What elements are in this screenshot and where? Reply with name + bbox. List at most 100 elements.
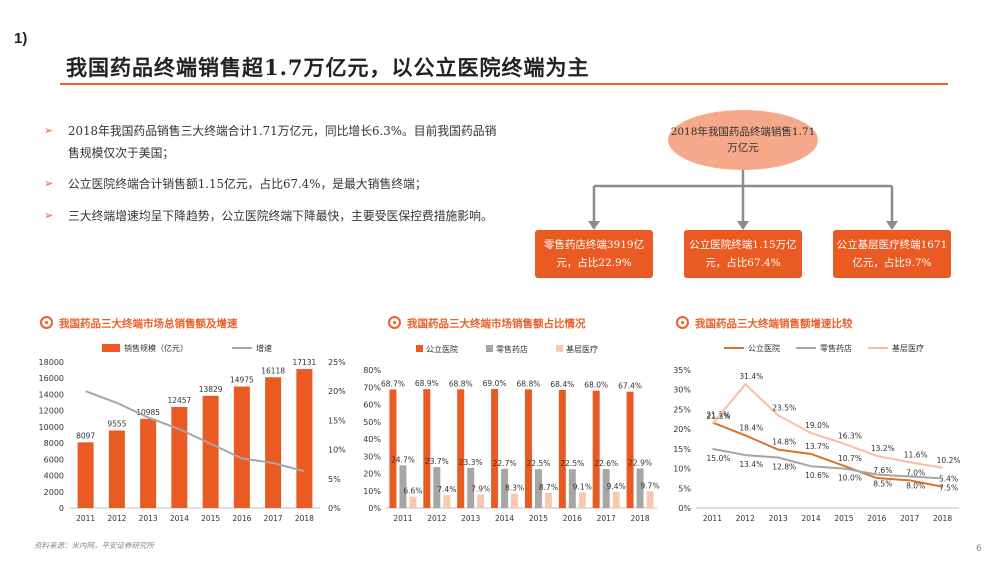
bar [423,389,431,508]
data-label: 14975 [230,376,254,385]
data-label: 6.6% [403,487,422,496]
bar [568,469,576,508]
data-label: 68.0% [584,381,608,390]
x-tick-label: 2018 [933,514,952,523]
y-tick-label: 4000 [44,472,64,481]
x-tick-label: 2014 [802,514,821,523]
x-tick-label: 2015 [834,514,853,523]
chart-share: 0% 10% 20% 30% 40% 50% 60% 70% 80%68.7% 24.7% 6.6%… [363,344,659,523]
x-tick-label: 2017 [597,514,616,523]
x-tick-label: 2017 [264,514,283,523]
y-tick-label: 16000 [39,374,64,383]
y2-tick-label: 15% [328,416,346,425]
bullet-text: 公立医院终端合计销售额1.15亿元，占比67.4%，是最大销售终端； [68,177,427,191]
x-tick-label: 2012 [736,514,755,523]
bar [602,469,610,508]
y-tick-label: 40% [363,435,381,444]
source-note: 资料来源：米内网，平安证券研究所 [34,541,154,550]
chart-2-title-text: 我国药品三大终端市场销售额占比情况 [407,318,586,330]
page-number: 6 [976,544,982,554]
chart-1-title: 我国药品三大终端市场总销售额及增速 [40,316,238,331]
x-tick-label: 2018 [631,514,650,523]
chart-1-title-text: 我国药品三大终端市场总销售额及增速 [59,318,238,330]
y-tick-label: 35% [673,366,691,375]
data-label: 7.0% [906,468,925,477]
bar [592,390,600,508]
data-label: 10.6% [805,471,829,480]
bar [443,495,451,508]
bullet-text: 2018年我国药品销售三大终端合计1.71万亿元，同比增长6.3%。目前我国药品… [68,124,497,160]
data-label: 67.4% [618,382,642,391]
x-tick-label: 2015 [201,514,220,523]
data-label: 8.5% [873,479,892,488]
data-label: 9.4% [607,482,626,491]
x-tick-label: 2014 [495,514,514,523]
y-tick-label: 60% [363,401,381,410]
data-label: 10.0% [838,474,862,483]
y-tick-label: 12000 [39,407,64,416]
arrow-bullet-icon: ➢ [44,177,54,190]
x-tick-label: 2018 [295,514,314,523]
bar [108,430,125,508]
bar [511,493,519,508]
data-label: 17131 [292,358,316,367]
data-label: 68.7% [381,379,405,388]
box-text: 公立基层医疗终端1671亿元，占比9.7% [836,239,948,269]
legend-swatch [416,345,423,352]
y-tick-label: 8000 [44,439,64,448]
bar [389,389,397,508]
bar [612,491,620,508]
data-label: 9.1% [573,482,592,491]
chart-2-title: 我国药品三大终端市场销售额占比情况 [388,316,586,331]
data-label: 8.3% [505,484,524,493]
bullet-point: ➢ 公立医院终端合计销售额1.15亿元，占比67.4%，是最大销售终端； [44,173,504,195]
y2-tick-label: 20% [328,387,346,396]
y-tick-label: 20% [673,425,691,434]
data-label: 31.4% [739,372,763,381]
diagram-box-retail: 零售药店终端3919亿元，占比22.9% [535,230,653,278]
y2-tick-label: 25% [328,358,346,367]
bar [491,388,499,508]
bar [265,377,282,508]
series-line [712,421,943,488]
data-label: 68.9% [415,379,439,388]
y-tick-label: 30% [673,386,691,395]
data-label: 13.7% [805,442,829,451]
diagram-box-public-hospital: 公立医院终端1.15万亿元，占比67.4% [684,230,802,278]
data-label: 12457 [167,396,191,405]
target-icon [388,316,401,329]
arrow-bullet-icon: ➢ [44,124,54,137]
legend-label: 零售药店 [820,343,852,353]
bar [171,406,188,508]
series-line [712,447,943,480]
legend-label: 公立医院 [426,344,458,354]
legend-label: 零售药店 [496,344,528,354]
chart-3-title: 我国药品三大终端销售额增速比较 [676,316,853,331]
x-tick-label: 2012 [427,514,446,523]
bar [296,369,313,508]
x-tick-label: 2011 [393,514,412,523]
hub-text: 2018年我国药品终端销售1.71万亿元 [670,126,816,154]
data-label: 22.5% [527,459,551,468]
y-tick-label: 10% [673,465,691,474]
bar [433,467,441,508]
data-label: 7.4% [437,485,456,494]
diagram-hub-ellipse: 2018年我国药品终端销售1.71万亿元 [668,110,818,170]
data-label: 22.6% [594,459,618,468]
data-label: 68.8% [517,379,541,388]
chart-total-sales: 0 2000 4000 6000 8000 10000 12000 14000 16000 180… [39,343,347,523]
y-tick-label: 25% [673,405,691,414]
data-label: 23.3% [459,458,483,467]
y-tick-label: 18000 [39,358,64,367]
data-label: 10.2% [937,456,961,465]
bar [233,386,250,508]
y-tick-label: 2000 [44,488,64,497]
data-label: 21.7% [707,410,731,419]
data-label: 14.8% [772,438,796,447]
x-tick-label: 2011 [703,514,722,523]
data-label: 10.7% [838,454,862,463]
x-tick-label: 2013 [769,514,788,523]
target-icon [40,316,53,329]
target-icon [676,316,689,329]
